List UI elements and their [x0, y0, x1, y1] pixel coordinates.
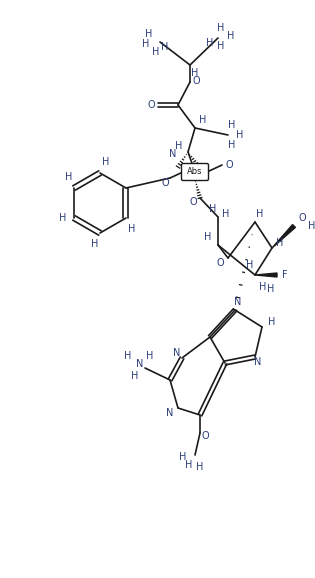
Text: O: O — [192, 76, 200, 86]
Text: N: N — [166, 408, 174, 418]
Text: H: H — [236, 130, 244, 140]
Text: H: H — [175, 141, 183, 151]
Text: H: H — [308, 221, 315, 231]
Text: H: H — [267, 284, 275, 294]
Text: H: H — [246, 260, 254, 270]
Text: H: H — [222, 209, 230, 219]
Text: H: H — [59, 213, 67, 223]
Text: O: O — [225, 160, 233, 170]
Text: H: H — [268, 317, 276, 327]
Text: H: H — [227, 31, 235, 41]
Text: H: H — [259, 282, 267, 292]
Text: H: H — [145, 29, 153, 39]
Text: Abs: Abs — [187, 168, 203, 176]
Text: O: O — [201, 431, 209, 441]
Text: H: H — [152, 47, 160, 57]
Text: H: H — [228, 120, 236, 130]
Text: H: H — [199, 115, 207, 125]
Text: H: H — [131, 371, 139, 381]
Text: H: H — [209, 204, 217, 214]
Text: O: O — [189, 197, 197, 207]
Text: H: H — [124, 351, 132, 361]
Text: N: N — [136, 359, 144, 369]
Text: H: H — [196, 462, 204, 472]
Text: H: H — [65, 172, 72, 182]
Text: O: O — [147, 100, 155, 110]
Text: N: N — [173, 348, 181, 358]
Text: O: O — [216, 258, 224, 268]
Text: F: F — [282, 270, 288, 280]
Text: N: N — [234, 297, 242, 307]
Text: H: H — [91, 239, 98, 249]
Text: N: N — [254, 357, 262, 367]
Text: H: H — [217, 41, 225, 51]
Text: H: H — [256, 209, 264, 219]
Text: H: H — [179, 452, 187, 462]
Text: H: H — [228, 140, 236, 150]
Text: H: H — [185, 460, 193, 470]
Text: H: H — [276, 238, 284, 248]
Text: O: O — [161, 178, 169, 188]
Text: O: O — [298, 213, 306, 223]
Text: H: H — [217, 23, 225, 33]
Text: H: H — [191, 68, 199, 78]
Text: H: H — [146, 351, 154, 361]
Text: H: H — [161, 42, 169, 52]
Text: H: H — [102, 157, 109, 167]
Text: H: H — [142, 39, 150, 49]
Text: H: H — [206, 38, 214, 48]
Polygon shape — [255, 273, 277, 277]
Text: N: N — [169, 149, 177, 159]
Text: H: H — [204, 232, 212, 242]
FancyBboxPatch shape — [181, 164, 209, 180]
Polygon shape — [272, 225, 295, 248]
Text: H: H — [128, 224, 135, 234]
